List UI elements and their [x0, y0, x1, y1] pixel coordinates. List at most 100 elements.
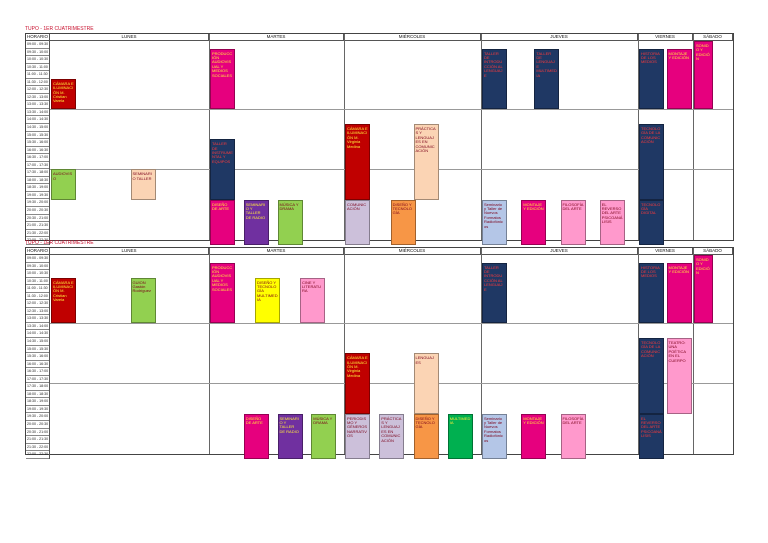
day-divider — [693, 34, 694, 240]
day-divider — [344, 34, 345, 240]
day-divider — [481, 34, 482, 240]
time-slot: 18:30 - 19:00 — [26, 184, 49, 192]
class-block-label: CÁMARA E ILUMINACIÓN M. Virginia Medina — [347, 355, 368, 378]
time-slot: 16:00 - 16:30 — [26, 147, 49, 155]
class-block-label: MÚSICA Y DRAMA — [279, 201, 299, 211]
class-block: GUION Gastón Rodríguez — [130, 277, 156, 323]
class-block-label: PRÁCTICAS Y LENGUAJES EN COMUNICACIÓN — [381, 415, 402, 443]
class-block-label: DISEÑO DE ARTE — [212, 201, 230, 211]
class-block-label: CÁMARA E ILUMINACIÓN M. Cristian Varela — [53, 279, 74, 303]
class-block: TALLER DE INTRODUCCIÓN AL LENGUAJE — [482, 262, 507, 323]
class-block: PRÁCTICAS Y LENGUAJES EN COMUNICACIÓN — [379, 413, 405, 459]
class-block: MONTAJE Y EDICIÓN — [521, 199, 547, 245]
class-block: EL REVERSO DEL ARTE PSICOANÁLISIS — [639, 413, 664, 459]
class-block-label: COMUNICACIÓN — [347, 201, 367, 211]
class-block: SEMINARIO Y TALLER DE RADIO — [277, 413, 303, 459]
class-block: FILOSOFÍA DEL ARTE — [560, 413, 586, 459]
day-divider — [693, 248, 694, 454]
class-block: TALLER DE INSTRUMENTAL Y EQUIPOS — [210, 139, 235, 200]
day-header-martes: MARTES — [209, 248, 344, 255]
class-block-label: Seminario y Taller de Nuevos Formatos Ra… — [484, 415, 503, 443]
day-divider — [638, 34, 639, 240]
day-header-viernes: VIERNES — [638, 248, 693, 255]
class-block-label: TALLER DE INSTRUMENTAL Y EQUIPOS — [212, 141, 233, 164]
time-column: 09:00 - 09:30 09:30 - 10:00 10:00 - 10:30 1… — [26, 41, 50, 245]
time-slot: 17:00 - 17:30 — [26, 376, 49, 384]
class-block-label: HISTORIA DE LOS MEDIOS — [641, 50, 660, 65]
class-block: TECNOLOGÍA DE LA COMUNICACIÓN — [639, 124, 664, 200]
day-divider — [209, 248, 210, 454]
time-slot: 21:30 - 22:00 — [26, 230, 49, 238]
class-block: EL REVERSO DEL ARTE PSICOANÁLISIS — [599, 199, 625, 245]
time-slot: 16:30 - 17:00 — [26, 154, 49, 162]
time-slot: 15:30 - 16:00 — [26, 139, 49, 147]
time-slot: 15:00 - 15:30 — [26, 346, 49, 354]
time-slot: 14:30 - 15:00 — [26, 124, 49, 132]
time-slot: 10:00 - 10:30 — [26, 270, 49, 278]
block-divider — [50, 108, 733, 110]
schedule-grid-bottom: HORARIO LUNES MARTES MIÉRCOLES JUEVES VIERNES… — [25, 247, 734, 459]
time-slot: 13:00 - 13:30 — [26, 315, 49, 323]
time-slot: 14:00 - 14:30 — [26, 116, 49, 125]
class-block: MULTIMEDIA — [447, 413, 473, 459]
class-block: COMUNICACIÓN — [345, 199, 370, 245]
class-block-label: SONIDO Y EDICIÓN — [696, 43, 710, 62]
class-block-label: PRODUCCIÓN AUDIOVISUAL Y MEDIOS SOCIALES — [212, 50, 233, 78]
class-block: DISEÑO Y TECNOLOGÍA — [413, 413, 439, 459]
day-header-miércoles: MIÉRCOLES — [344, 248, 481, 255]
time-slot: 12:00 - 12:30 — [26, 86, 49, 94]
time-slot: 11:00 - 11:30 — [26, 285, 49, 293]
class-block-label: MONTAJE Y EDICIÓN — [523, 415, 544, 425]
class-block: CÁMARA E ILUMINACIÓN M. Cristian Varela — [51, 277, 76, 323]
class-block-label: CÁMARA E ILUMINACIÓN M. Virginia Medina — [347, 126, 368, 149]
class-block: SONIDO Y EDICIÓN — [694, 255, 713, 323]
day-header-miércoles: MIÉRCOLES — [344, 34, 481, 41]
class-block-label: TECNOLOGÍA DE LA COMUNICACIÓN — [641, 126, 661, 145]
time-slot: 09:00 - 09:30 — [26, 255, 49, 263]
time-slot: 15:30 - 16:00 — [26, 353, 49, 361]
time-slot: 17:30 - 18:00 — [26, 169, 49, 177]
time-column: 09:00 - 09:30 09:30 - 10:00 10:00 - 10:30 1… — [26, 255, 50, 459]
class-block: MÚSICA Y DRAMA — [277, 199, 303, 245]
class-block-label: TECNOLOGÍA DIGITAL — [641, 201, 661, 216]
class-block-label: DISEÑO Y TECNOLOGÍA — [392, 201, 412, 216]
class-block: DISEÑO Y TECNOLOGÍA MULTIMEDIA — [255, 277, 280, 323]
time-slot: 11:30 - 12:00 — [26, 293, 49, 301]
time-slot: 14:00 - 14:30 — [26, 330, 49, 339]
class-block: PERIODISMO Y GÉNEROS NARRATIVOS — [345, 413, 370, 459]
page-title-bottom: TUPO - 1ER CUATRIMESTRE — [25, 240, 94, 246]
class-block-label: Seminario y Taller de Nuevos Formatos Ra… — [484, 201, 503, 229]
class-block-label: GUION Gastón Rodríguez — [132, 279, 151, 294]
class-block: HISTORIA DE LOS MEDIOS — [639, 48, 664, 109]
time-slot: 19:30 - 20:00 — [26, 413, 49, 422]
class-block-label: SEMINARIO TALLER — [132, 171, 152, 181]
class-block-label: TALLER DE LENGUAJE MULTIMEDIA — [536, 50, 557, 78]
class-block-label: MULTIMEDIA — [449, 415, 471, 425]
time-slot: 17:00 - 17:30 — [26, 162, 49, 170]
time-slot: 22:00 - 22:30 — [26, 451, 49, 459]
class-block-label: DISEÑO DE ARTE — [245, 415, 263, 425]
day-divider — [209, 34, 210, 240]
class-block: DISEÑO Y TECNOLOGÍA — [390, 199, 416, 245]
class-block: CÁMARA E ILUMINACIÓN M. Virginia Medina — [345, 124, 370, 200]
day-header-lunes: LUNES — [50, 34, 209, 41]
day-header-jueves: JUEVES — [481, 248, 638, 255]
time-slot: 18:30 - 19:00 — [26, 398, 49, 406]
time-slot: 20:30 - 21:00 — [26, 215, 49, 223]
time-slot: 13:30 - 14:00 — [26, 109, 49, 117]
class-block-label: MÚSICA Y DRAMA — [313, 415, 333, 425]
day-header-lunes: LUNES — [50, 248, 209, 255]
block-divider — [50, 383, 733, 385]
class-block-label: EL REVERSO DEL ARTE PSICOANÁLISIS — [601, 201, 623, 225]
class-block-label: PRÁCTICAS Y LENGUAJES EN COMUNICACIÓN — [415, 126, 436, 154]
class-block: MÚSICA Y DRAMA — [311, 413, 337, 459]
class-block-label: PERIODISMO Y GÉNEROS NARRATIVOS — [347, 415, 368, 439]
day-header-sábado: SÁBADO — [693, 34, 733, 41]
class-block: TECNOLOGÍA DE LA COMUNICACIÓN — [639, 338, 664, 414]
class-block-label: MONTAJE Y EDICIÓN — [668, 264, 689, 274]
class-block-label: FILOSOFÍA DEL ARTE — [562, 415, 584, 425]
class-block: TEATRO: UNA POÉTICA EN EL CUERPO — [666, 338, 692, 414]
class-block-label: TECNOLOGÍA DE LA COMUNICACIÓN — [641, 340, 661, 359]
class-block: MONTAJE Y EDICIÓN — [521, 413, 547, 459]
class-block: LENGUAJES — [413, 353, 439, 414]
